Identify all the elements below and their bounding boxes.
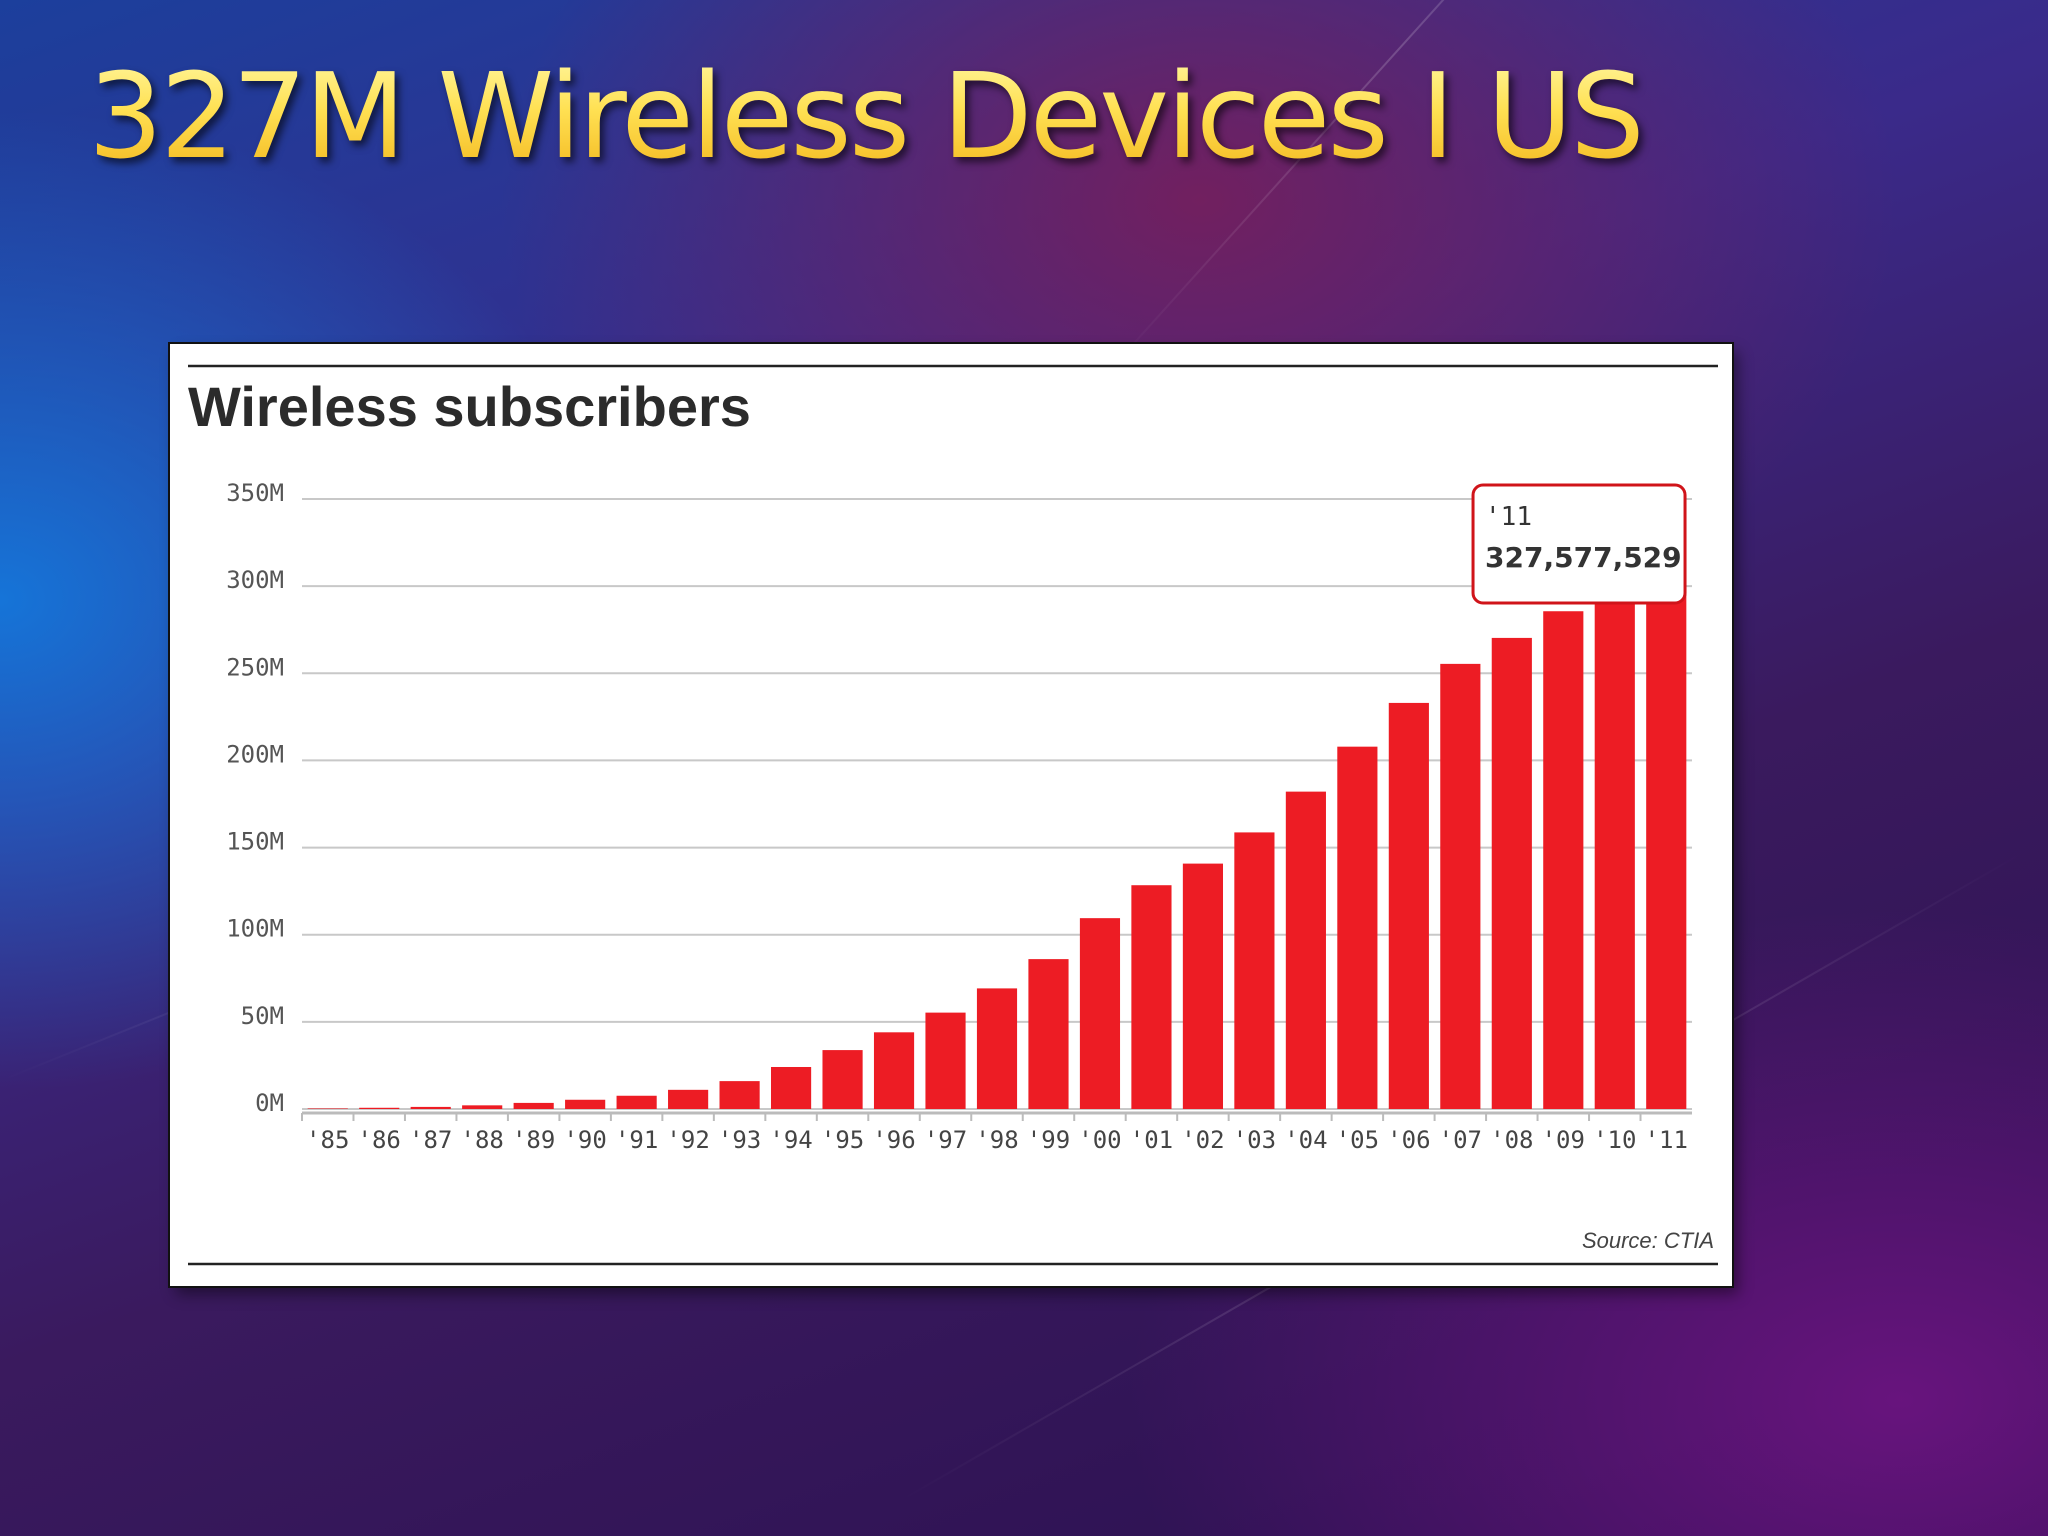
tooltip-box [1471, 483, 1687, 605]
chart-panel: Wireless subscribers 0M 50M 100M 150M 200M 25… [170, 344, 1732, 1286]
y-tick-label: 200M [226, 740, 284, 768]
x-tick-label: '05 [1336, 1126, 1379, 1154]
x-tick-label: '93 [718, 1126, 761, 1154]
bar-98 [976, 988, 1018, 1109]
bar-97 [925, 1012, 966, 1109]
bar-99 [1028, 959, 1069, 1109]
bar-01 [1131, 885, 1172, 1109]
chart-title: Wireless subscribers [188, 375, 751, 438]
x-tick-label: '85 [306, 1126, 349, 1154]
x-tick-label: '04 [1284, 1126, 1327, 1154]
x-tick-label: '89 [512, 1126, 555, 1154]
y-tick-label: 350M [226, 479, 284, 507]
x-tick-label: '95 [821, 1126, 864, 1154]
bar-90 [565, 1099, 606, 1109]
bar-93 [719, 1081, 760, 1109]
x-tick-label: '86 [358, 1126, 401, 1154]
y-tick-label: 100M [226, 915, 284, 943]
y-tick-label: 150M [226, 828, 284, 856]
bar-02 [1182, 863, 1224, 1109]
bar-94 [770, 1066, 812, 1109]
x-axis-ticks: '85 '86 '87 '88 '89 '90 '91 '92 '93 '94 '95 '96 '97 '… [301, 1111, 1692, 1154]
bar-05 [1337, 746, 1378, 1109]
bar-04 [1285, 791, 1326, 1109]
x-tick-label: '94 [769, 1126, 812, 1154]
x-tick-label: '01 [1130, 1126, 1173, 1154]
bar-06 [1388, 702, 1429, 1109]
bar-86 [359, 1107, 400, 1109]
bar-00 [1079, 918, 1121, 1109]
x-tick-label: '02 [1181, 1126, 1224, 1154]
bar-03 [1234, 832, 1275, 1109]
x-tick-label: '08 [1490, 1126, 1533, 1154]
bar-89 [513, 1102, 554, 1109]
bar-chart: Wireless subscribers 0M 50M 100M 150M 200M 25… [188, 364, 1718, 1266]
bar-85 [307, 1108, 348, 1109]
tooltip: '11 327,577,529 [1471, 483, 1687, 605]
y-tick-label: 0M [255, 1089, 284, 1117]
x-tick-label: '96 [872, 1126, 915, 1154]
x-tick-label: '06 [1387, 1126, 1430, 1154]
bar-08 [1491, 637, 1532, 1109]
bar-92 [668, 1089, 709, 1109]
bar-11 [1646, 538, 1687, 1109]
x-tick-label: '97 [924, 1126, 967, 1154]
x-tick-label: '98 [975, 1126, 1018, 1154]
bar-87 [410, 1106, 451, 1109]
x-tick-label: '11 [1645, 1126, 1688, 1154]
x-tick-label: '87 [409, 1126, 452, 1154]
y-tick-label: 50M [241, 1002, 284, 1030]
tooltip-label: '11 [1485, 502, 1532, 532]
source-label: Source: CTIA [1582, 1228, 1714, 1253]
x-tick-label: '09 [1542, 1126, 1585, 1154]
x-tick-label: '92 [666, 1126, 709, 1154]
x-tick-label: '90 [563, 1126, 606, 1154]
x-tick-label: '99 [1027, 1126, 1070, 1154]
bar-09 [1543, 611, 1584, 1109]
bar-91 [616, 1095, 657, 1109]
bar-88 [462, 1105, 503, 1109]
slide-title: 327M Wireless Devices I US [88, 47, 1645, 185]
x-tick-label: '91 [615, 1126, 658, 1154]
bar-10 [1594, 581, 1635, 1109]
y-tick-label: 300M [226, 566, 284, 594]
x-tick-label: '88 [461, 1126, 504, 1154]
x-tick-label: '07 [1439, 1126, 1482, 1154]
bar-07 [1440, 663, 1481, 1109]
x-tick-label: '10 [1593, 1126, 1636, 1154]
bars [307, 538, 1687, 1109]
x-tick-label: '03 [1233, 1126, 1276, 1154]
tooltip-value: 327,577,529 [1485, 541, 1682, 574]
y-axis-ticks: 0M 50M 100M 150M 200M 250M 300M 350M [226, 479, 284, 1117]
bar-95 [822, 1050, 863, 1109]
x-tick-label: '00 [1078, 1126, 1121, 1154]
y-tick-label: 250M [226, 653, 284, 681]
bar-96 [873, 1032, 915, 1109]
